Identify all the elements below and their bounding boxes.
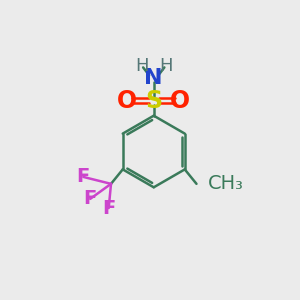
Text: F: F xyxy=(102,199,115,218)
Text: H: H xyxy=(159,57,172,75)
Text: O: O xyxy=(117,89,137,113)
Text: S: S xyxy=(145,89,162,113)
Text: CH₃: CH₃ xyxy=(208,174,244,193)
Text: N: N xyxy=(145,68,163,88)
Text: F: F xyxy=(77,167,90,186)
Text: H: H xyxy=(135,57,148,75)
Text: F: F xyxy=(84,189,97,208)
Text: O: O xyxy=(170,89,190,113)
